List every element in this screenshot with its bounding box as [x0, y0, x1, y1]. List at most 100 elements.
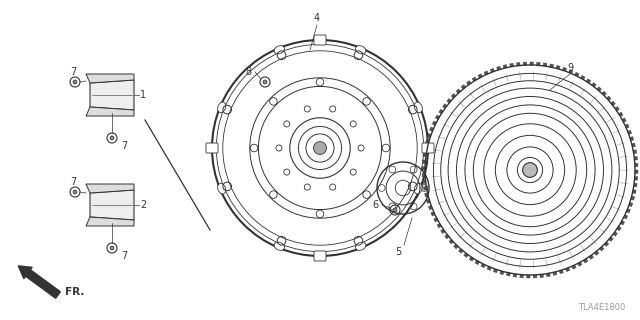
Polygon shape	[451, 94, 456, 98]
Polygon shape	[461, 85, 466, 89]
Polygon shape	[422, 167, 425, 170]
Polygon shape	[423, 187, 427, 190]
Polygon shape	[497, 66, 500, 70]
Polygon shape	[429, 127, 434, 131]
Polygon shape	[543, 63, 547, 66]
Polygon shape	[431, 212, 435, 216]
Polygon shape	[553, 272, 557, 276]
Polygon shape	[484, 71, 488, 75]
Circle shape	[73, 80, 77, 84]
Polygon shape	[469, 257, 474, 261]
Polygon shape	[628, 130, 632, 134]
Polygon shape	[426, 199, 430, 204]
Text: 2: 2	[140, 200, 147, 210]
Polygon shape	[633, 150, 637, 154]
Polygon shape	[622, 118, 626, 122]
Polygon shape	[424, 193, 428, 197]
Polygon shape	[634, 156, 637, 160]
Polygon shape	[422, 180, 426, 184]
Polygon shape	[422, 160, 426, 164]
Polygon shape	[611, 101, 615, 106]
Polygon shape	[424, 147, 428, 150]
Polygon shape	[428, 205, 433, 210]
Text: TLA4E1800: TLA4E1800	[578, 303, 625, 313]
Polygon shape	[423, 153, 426, 157]
Polygon shape	[575, 72, 579, 76]
Polygon shape	[464, 253, 468, 257]
Ellipse shape	[355, 46, 366, 54]
Text: 8: 8	[245, 67, 251, 77]
Polygon shape	[490, 68, 495, 72]
Polygon shape	[635, 170, 638, 173]
Polygon shape	[454, 244, 458, 249]
Polygon shape	[435, 115, 440, 119]
FancyArrow shape	[19, 266, 60, 298]
Polygon shape	[434, 218, 438, 222]
Circle shape	[263, 80, 267, 84]
Polygon shape	[630, 137, 634, 141]
Polygon shape	[623, 215, 628, 219]
Circle shape	[110, 246, 114, 250]
Polygon shape	[86, 74, 134, 83]
Text: 5: 5	[395, 247, 401, 257]
Polygon shape	[445, 234, 449, 239]
Polygon shape	[516, 62, 520, 66]
Text: 7: 7	[121, 141, 127, 151]
Polygon shape	[597, 87, 602, 91]
Polygon shape	[422, 173, 425, 177]
Polygon shape	[619, 112, 623, 116]
Text: 4: 4	[314, 13, 320, 23]
Polygon shape	[503, 65, 507, 68]
Text: 7: 7	[121, 251, 127, 261]
Polygon shape	[510, 63, 513, 67]
Polygon shape	[586, 79, 591, 83]
Circle shape	[73, 190, 77, 194]
Polygon shape	[602, 91, 606, 96]
Polygon shape	[481, 264, 485, 268]
Polygon shape	[556, 65, 560, 69]
Ellipse shape	[414, 102, 422, 113]
Polygon shape	[615, 107, 620, 111]
FancyBboxPatch shape	[314, 35, 326, 45]
Polygon shape	[563, 67, 566, 71]
Polygon shape	[513, 274, 517, 277]
Polygon shape	[428, 133, 431, 138]
Polygon shape	[426, 140, 429, 144]
Text: FR.: FR.	[65, 287, 84, 297]
Polygon shape	[86, 184, 134, 193]
Polygon shape	[592, 83, 596, 87]
Polygon shape	[536, 62, 540, 66]
Polygon shape	[635, 163, 638, 167]
Polygon shape	[530, 62, 533, 65]
Polygon shape	[86, 107, 134, 116]
Polygon shape	[613, 232, 618, 236]
Polygon shape	[625, 124, 629, 128]
Polygon shape	[604, 242, 609, 246]
Polygon shape	[627, 209, 630, 213]
Polygon shape	[472, 77, 477, 81]
Polygon shape	[634, 177, 638, 180]
Ellipse shape	[274, 46, 285, 54]
Polygon shape	[632, 143, 636, 147]
Polygon shape	[620, 220, 625, 225]
FancyBboxPatch shape	[314, 251, 326, 261]
Polygon shape	[569, 69, 573, 74]
Polygon shape	[459, 249, 463, 253]
Polygon shape	[572, 265, 576, 269]
Polygon shape	[578, 262, 582, 266]
Polygon shape	[478, 74, 483, 78]
Polygon shape	[609, 237, 613, 241]
Text: 7: 7	[70, 67, 76, 77]
Polygon shape	[607, 96, 611, 100]
Polygon shape	[628, 203, 633, 207]
Ellipse shape	[355, 242, 366, 250]
Polygon shape	[487, 266, 492, 270]
Text: 6: 6	[372, 200, 378, 210]
Polygon shape	[432, 121, 436, 125]
Ellipse shape	[414, 183, 422, 194]
Polygon shape	[500, 271, 504, 275]
Polygon shape	[443, 104, 447, 108]
Polygon shape	[86, 217, 134, 226]
Polygon shape	[506, 272, 510, 276]
Polygon shape	[631, 196, 635, 200]
